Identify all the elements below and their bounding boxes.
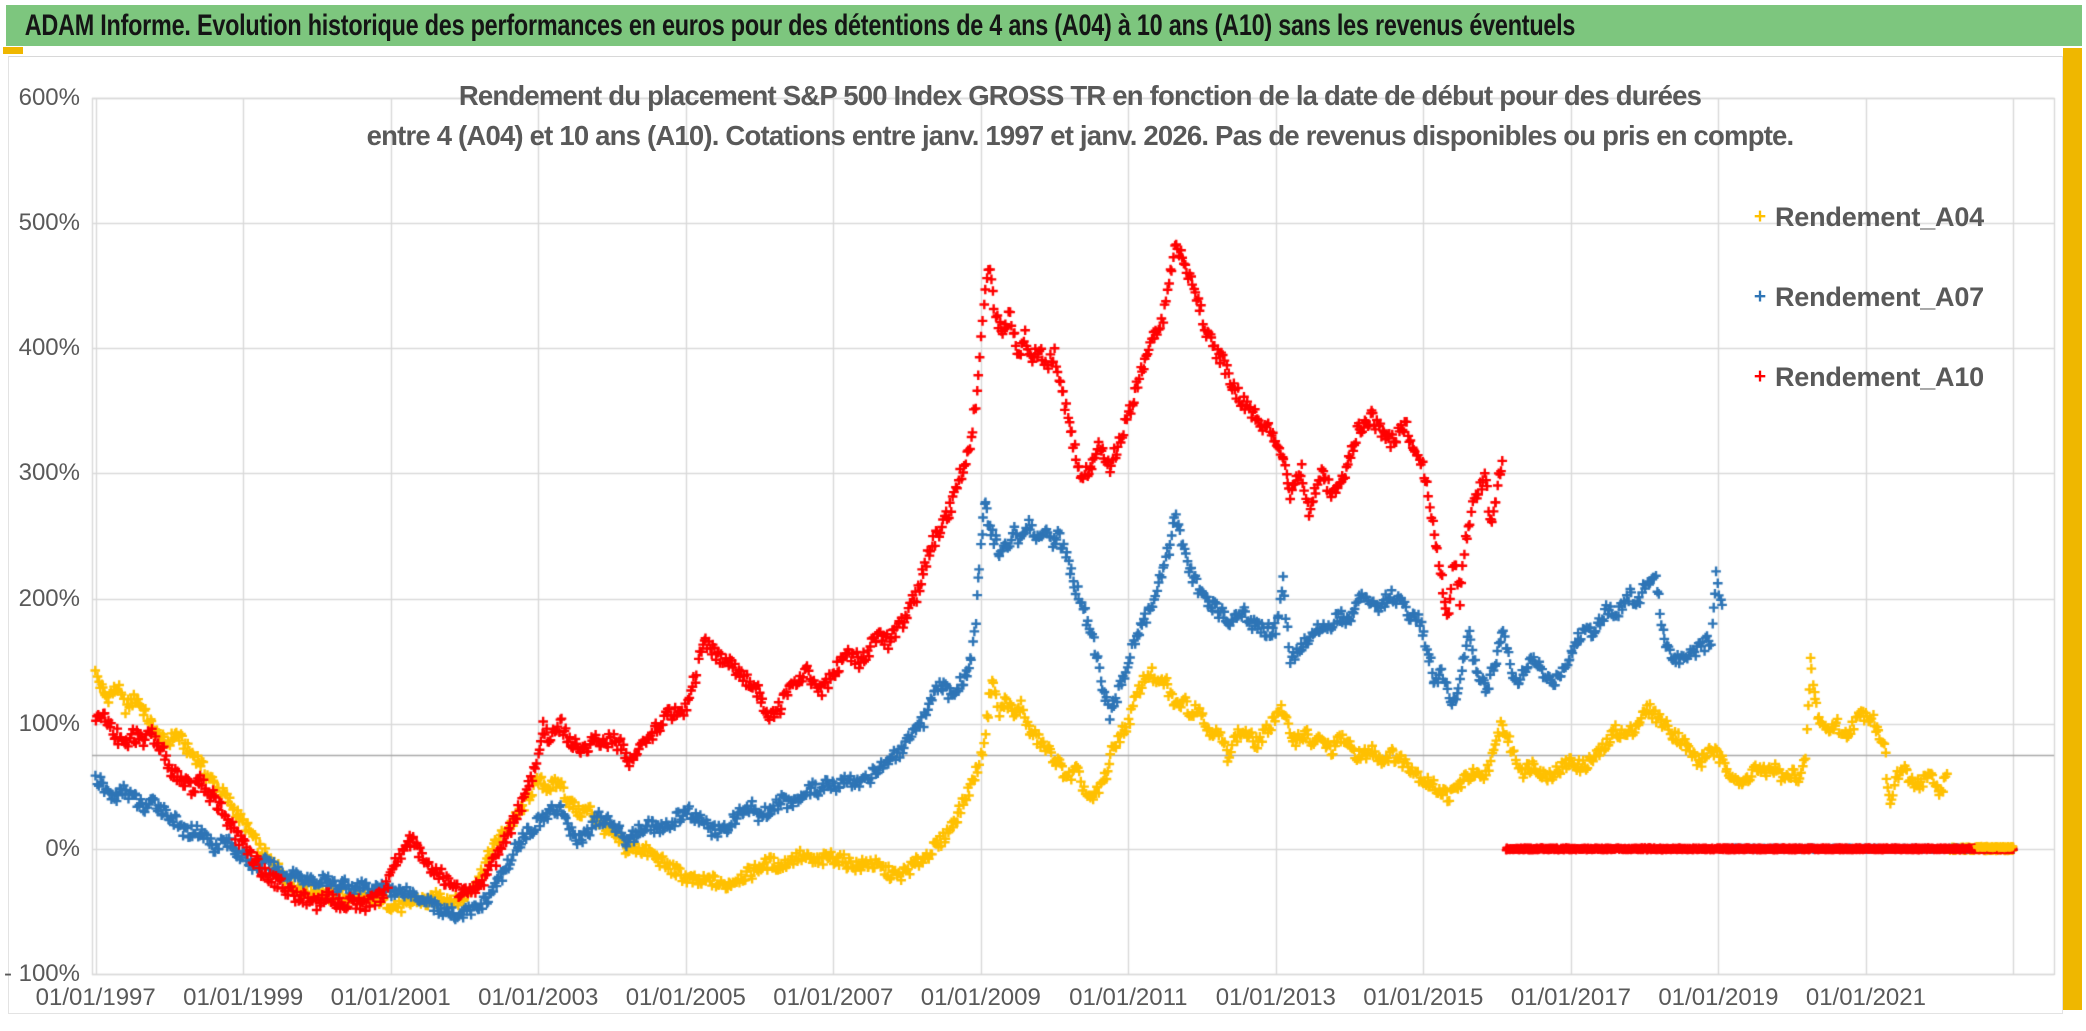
gold-tab-accent — [3, 47, 23, 54]
app-header: ADAM Informe. Evolution historique des p… — [6, 5, 2082, 46]
legend-item-label: Rendement_A04 — [1775, 201, 1984, 232]
legend-item-label: Rendement_A07 — [1775, 281, 1984, 312]
legend-item-rendement-a07[interactable]: + Rendement_A07 — [1745, 280, 1984, 314]
x-tick-label: 01/01/1999 — [183, 984, 304, 1011]
x-tick-label: 01/01/2021 — [1805, 984, 1926, 1011]
legend: + Rendement_A04 + Rendement_A07 + Rendem… — [1745, 200, 1984, 440]
x-tick-label: 01/01/2011 — [1069, 984, 1188, 1011]
x-tick-label: 01/01/2007 — [773, 984, 894, 1011]
x-tick-label: 01/01/2009 — [920, 984, 1041, 1011]
x-tick-label: 01/01/2013 — [1215, 984, 1336, 1011]
x-tick-label: 01/01/2015 — [1363, 984, 1484, 1011]
y-tick-label: 600% — [18, 84, 80, 111]
plus-marker-icon: + — [1753, 205, 1767, 228]
x-tick-label: 01/01/2003 — [478, 984, 599, 1011]
gold-right-bar-accent — [2063, 48, 2082, 1010]
x-tick-label: 01/01/2017 — [1510, 984, 1631, 1011]
header-title: ADAM Informe. Evolution historique des p… — [24, 8, 1576, 42]
x-tick-label: 01/01/2005 — [625, 984, 746, 1011]
chart-title: Rendement du placement S&P 500 Index GRO… — [330, 76, 1830, 156]
y-tick-label: 500% — [18, 209, 80, 237]
y-tick-label: 300% — [18, 459, 80, 487]
plus-marker-icon: + — [1753, 285, 1767, 308]
legend-item-rendement-a10[interactable]: + Rendement_A10 — [1745, 360, 1984, 394]
chart-title-line2: entre 4 (A04) et 10 ans (A10). Cotations… — [366, 120, 1795, 151]
chart-title-line1: Rendement du placement S&P 500 Index GRO… — [458, 80, 1702, 111]
y-tick-label: 100% — [18, 709, 80, 737]
y-tick-label: - 100% — [3, 960, 80, 987]
legend-item-rendement-a04[interactable]: + Rendement_A04 — [1745, 200, 1984, 234]
x-tick-label: 01/01/2001 — [330, 984, 451, 1011]
plus-marker-icon: + — [1753, 365, 1767, 388]
x-tick-label: 01/01/2019 — [1658, 984, 1779, 1011]
legend-item-label: Rendement_A10 — [1775, 361, 1984, 392]
y-tick-label: 400% — [18, 334, 80, 362]
y-tick-label: 0% — [45, 834, 80, 862]
x-tick-label: 01/01/1997 — [35, 984, 156, 1011]
y-tick-label: 200% — [18, 584, 80, 612]
